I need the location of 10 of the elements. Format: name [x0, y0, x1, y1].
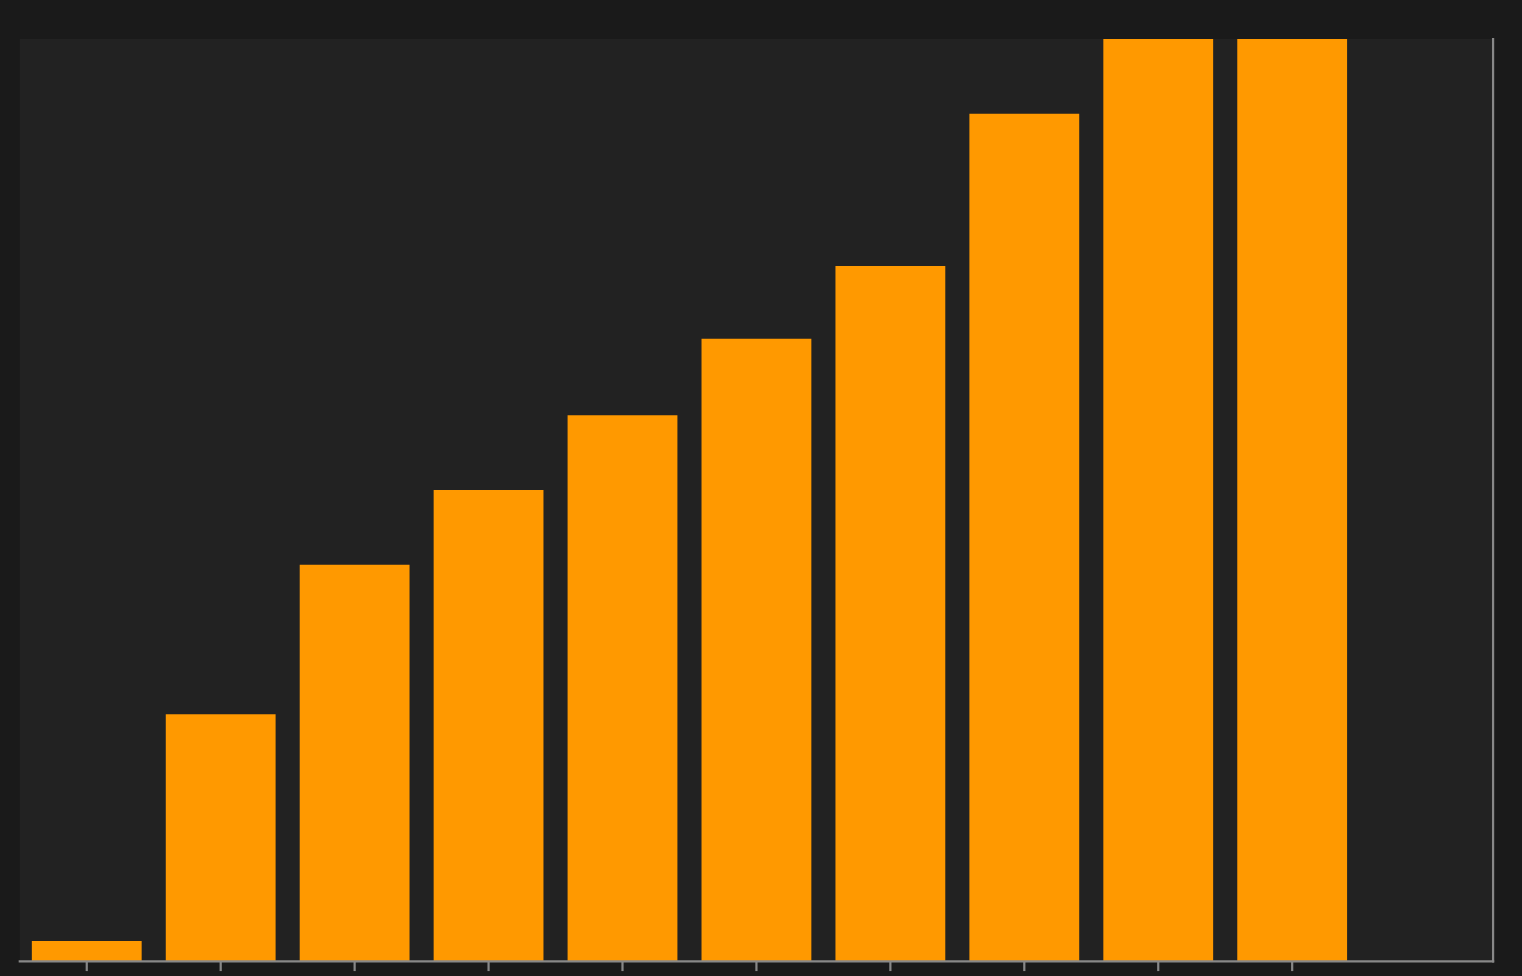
bar [299, 564, 410, 962]
bar [165, 714, 276, 962]
bar [1237, 39, 1348, 962]
bar [567, 415, 678, 962]
bar [1103, 39, 1214, 962]
bar [701, 338, 812, 962]
bar [835, 265, 946, 962]
bar [31, 941, 142, 962]
bar [433, 490, 544, 962]
bar [969, 113, 1080, 962]
